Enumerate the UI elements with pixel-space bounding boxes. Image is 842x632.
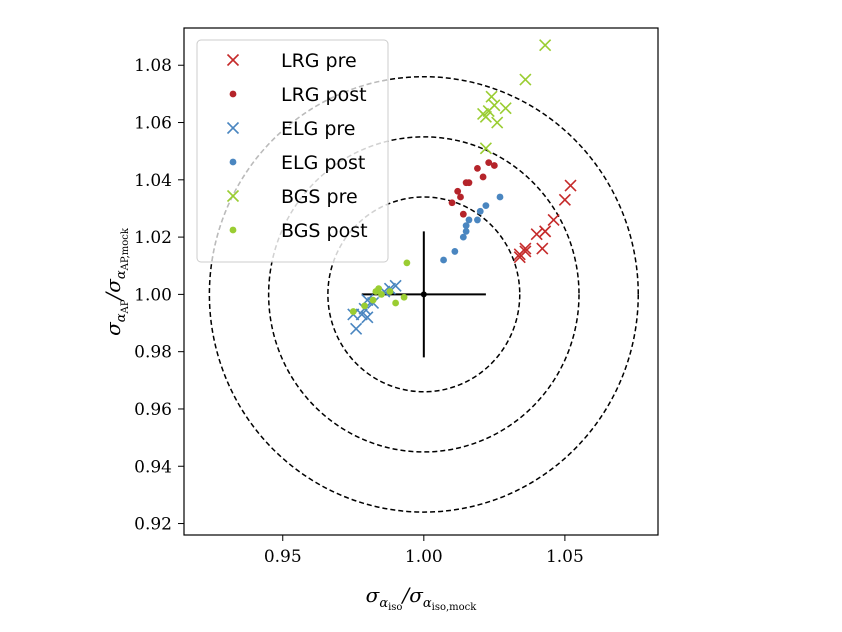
- point-lrg-post: [465, 179, 473, 187]
- y-tick-label: 0.92: [134, 515, 172, 535]
- series-bgs-pre: [477, 39, 552, 155]
- point-bgs-post: [349, 308, 357, 315]
- point-elg-pre: [350, 322, 363, 335]
- point-lrg-post: [485, 159, 493, 167]
- point-bgs-post: [403, 259, 411, 267]
- x-tick-label: 0.95: [264, 547, 302, 567]
- point-bgs-post: [392, 299, 400, 307]
- y-tick-label: 1.00: [134, 285, 172, 305]
- point-elg-post: [462, 222, 470, 230]
- point-bgs-pre: [479, 110, 492, 123]
- series-lrg-post: [448, 159, 498, 218]
- legend-label-elg-pre: ELG pre: [281, 118, 356, 140]
- dashed-circle: [327, 196, 521, 393]
- point-lrg-pre: [564, 179, 577, 192]
- point-bgs-pre: [479, 142, 492, 155]
- legend-item-lrg-post: LRG post: [229, 84, 367, 106]
- point-bgs-pre: [491, 116, 504, 129]
- point-elg-pre: [361, 311, 374, 324]
- reference-cross-center: [420, 291, 427, 298]
- dashed-circle: [267, 136, 580, 453]
- point-elg-post: [465, 216, 473, 224]
- legend-marker-elg-pre: [226, 121, 240, 135]
- point-lrg-post: [490, 162, 498, 169]
- point-lrg-post: [479, 173, 487, 181]
- point-elg-post: [462, 227, 470, 235]
- point-lrg-post: [459, 210, 467, 218]
- point-lrg-pre: [530, 228, 543, 241]
- y-axis-label: σαAP/σαAP,mock: [101, 227, 131, 336]
- point-lrg-post: [474, 164, 481, 172]
- point-bgs-pre: [485, 90, 498, 103]
- point-bgs-pre: [539, 39, 552, 52]
- y-tick-label: 1.04: [134, 171, 172, 191]
- legend-label-lrg-pre: LRG pre: [281, 50, 357, 72]
- series-lrg-pre: [513, 179, 577, 264]
- series-elg-pre: [347, 279, 402, 335]
- point-elg-post: [474, 216, 481, 224]
- plot-area: [208, 39, 640, 513]
- legend-marker-elg-post: [229, 158, 237, 166]
- point-elg-post: [482, 202, 490, 209]
- point-bgs-pre: [519, 73, 532, 86]
- legend-label-bgs-post: BGS post: [281, 220, 368, 242]
- point-elg-post: [496, 193, 504, 201]
- y-tick-label: 0.94: [134, 457, 172, 477]
- point-elg-post: [459, 233, 467, 241]
- legend-marker-bgs-post: [229, 226, 237, 234]
- point-lrg-post: [448, 199, 456, 207]
- legend-item-bgs-pre: BGS pre: [226, 186, 358, 208]
- dashed-circle: [208, 75, 640, 513]
- x-tick-label: 1.05: [546, 547, 584, 567]
- point-lrg-pre: [539, 225, 552, 238]
- plot-frame: [183, 27, 659, 536]
- point-elg-post: [451, 248, 459, 255]
- legend-box: [196, 39, 389, 263]
- y-tick-label: 1.08: [134, 56, 172, 76]
- point-bgs-post: [386, 288, 394, 295]
- point-elg-post: [440, 256, 447, 264]
- y-tick-label: 1.02: [134, 228, 172, 248]
- point-bgs-post: [400, 293, 408, 301]
- x-tick-label: 1.00: [405, 547, 443, 567]
- point-bgs-pre: [499, 102, 512, 115]
- point-lrg-pre: [519, 245, 532, 258]
- legend-marker-lrg-pre: [226, 53, 240, 67]
- y-tick-label: 1.06: [134, 114, 172, 134]
- point-elg-pre: [355, 308, 368, 321]
- legend-label-bgs-pre: BGS pre: [281, 186, 358, 208]
- y-tick-label: 0.96: [134, 400, 172, 420]
- point-lrg-pre: [547, 213, 560, 226]
- point-lrg-pre: [558, 193, 571, 206]
- series-elg-post: [440, 193, 504, 264]
- legend-item-bgs-post: BGS post: [229, 220, 368, 242]
- point-bgs-post: [361, 302, 368, 310]
- series-bgs-post: [349, 259, 411, 315]
- x-axis-label: σαiso/σαiso,mock: [366, 583, 478, 613]
- legend-item-elg-post: ELG post: [229, 152, 365, 174]
- axes: 0.95 1.00 1.05 0.92 0.94 0.96 0.98 1.00 1.02 1.04…: [134, 56, 584, 567]
- legend: LRG pre LRG post ELG pre ELG post BGS pre BGS…: [196, 39, 389, 263]
- point-bgs-pre: [488, 99, 501, 112]
- legend-item-lrg-pre: LRG pre: [226, 50, 357, 72]
- point-bgs-post: [369, 296, 377, 304]
- legend-marker-lrg-post: [229, 90, 237, 98]
- legend-label-lrg-post: LRG post: [281, 84, 367, 106]
- y-tick-label: 0.98: [134, 343, 172, 363]
- point-bgs-post: [375, 285, 383, 293]
- point-elg-post: [476, 207, 484, 215]
- legend-marker-bgs-pre: [226, 189, 240, 203]
- point-lrg-post: [454, 187, 462, 195]
- legend-item-elg-pre: ELG pre: [226, 118, 356, 140]
- point-bgs-post: [378, 290, 385, 298]
- point-lrg-post: [457, 193, 464, 201]
- point-lrg-pre: [519, 242, 532, 255]
- point-lrg-pre: [536, 242, 549, 255]
- legend-label-elg-post: ELG post: [281, 152, 365, 174]
